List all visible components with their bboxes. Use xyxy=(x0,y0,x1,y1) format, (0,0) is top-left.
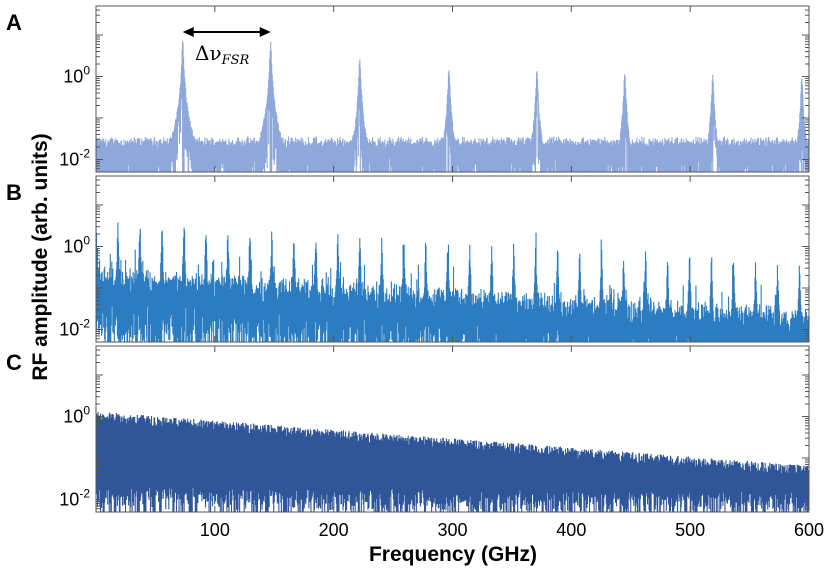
spectrum-trace-a xyxy=(96,40,809,172)
fsr-label-subscript: FSR xyxy=(221,53,250,68)
panel-b: 10-2 100 xyxy=(59,175,810,343)
fsr-label: ΔνFSR xyxy=(195,41,250,68)
x-tick-label: 300 xyxy=(437,520,467,540)
panel-c: 10-2 100 xyxy=(59,345,810,513)
y-tick-label: 100 xyxy=(63,404,90,427)
panel-a: 10-2 100 xyxy=(59,5,810,173)
x-tick-labels: 100 200 300 400 500 600 xyxy=(200,520,824,540)
spectrum-trace-c xyxy=(96,412,809,512)
panel-b-label: B xyxy=(6,180,22,205)
y-tick-label: 10-2 xyxy=(59,317,90,340)
y-tick-label: 100 xyxy=(63,64,90,87)
fsr-label-main: Δν xyxy=(195,41,222,65)
y-axis-title: RF amplitude (arb. units) xyxy=(29,133,52,380)
x-tick-label: 200 xyxy=(319,520,349,540)
panels-group: 10-2 100 10-2 100 10-2 100 xyxy=(59,5,810,513)
panel-c-label: C xyxy=(6,350,22,375)
x-axis-title: Frequency (GHz) xyxy=(369,543,537,566)
y-tick-label: 100 xyxy=(63,234,90,257)
fsr-arrow-head-right xyxy=(259,27,271,37)
spectrum-trace-b xyxy=(96,218,809,342)
y-tick-label: 10-2 xyxy=(59,147,90,170)
x-tick-label: 600 xyxy=(794,520,824,540)
y-tick-label: 10-2 xyxy=(59,487,90,510)
fsr-annotation: ΔνFSR xyxy=(182,27,271,68)
fsr-arrow-head-left xyxy=(182,27,194,37)
x-tick-label: 400 xyxy=(556,520,586,540)
x-tick-label: 100 xyxy=(200,520,230,540)
x-tick-label: 500 xyxy=(675,520,705,540)
panel-a-label: A xyxy=(6,10,22,35)
